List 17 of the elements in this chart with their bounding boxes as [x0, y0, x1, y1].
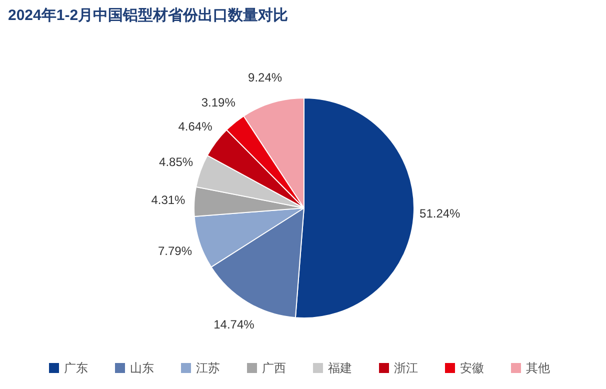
legend-label: 山东 — [130, 361, 154, 375]
legend-label: 安徽 — [460, 361, 484, 375]
data-label: 7.79% — [158, 244, 192, 258]
data-label: 3.19% — [201, 95, 236, 110]
legend-label: 浙江 — [394, 361, 418, 375]
data-label: 14.74% — [214, 318, 255, 332]
legend-label: 江苏 — [196, 361, 220, 375]
data-label: 4.85% — [159, 154, 194, 169]
legend-label: 其他 — [526, 361, 550, 375]
data-label: 9.24% — [248, 70, 282, 85]
data-label: 4.31% — [151, 193, 186, 208]
legend-label: 福建 — [328, 361, 352, 375]
legend-label: 广西 — [262, 361, 286, 375]
chart-title: 2024年1-2月中国铝型材省份出口数量对比 — [8, 7, 288, 24]
data-label: 51.24% — [420, 206, 461, 220]
data-label: 4.64% — [178, 119, 213, 134]
legend-label: 广东 — [64, 361, 88, 375]
